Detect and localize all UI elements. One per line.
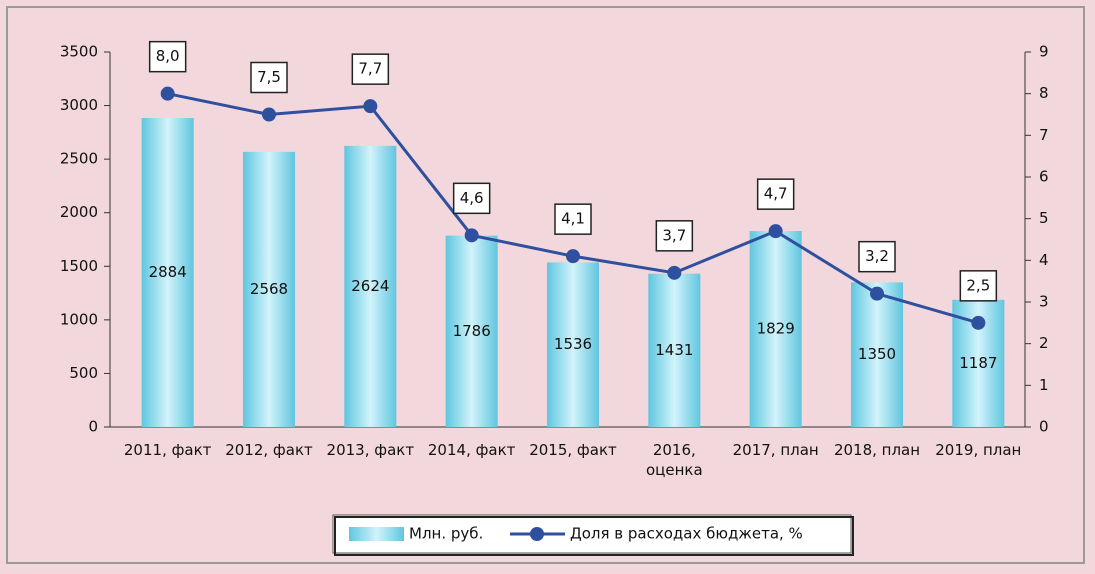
bar-label: 1431	[655, 341, 693, 359]
y-tick-label: 1500	[60, 257, 98, 275]
legend-box	[332, 514, 852, 554]
x-tick-label: 2013, факт	[326, 441, 415, 459]
label-box	[655, 220, 694, 252]
label-box	[554, 203, 592, 235]
bar-label: 2624	[351, 277, 389, 295]
label-box	[858, 240, 896, 273]
label-box	[148, 40, 187, 73]
y-tick-label: 2000	[60, 203, 98, 221]
bar-label: 1829	[757, 320, 795, 338]
line-point	[768, 224, 783, 239]
legend-shadow	[334, 516, 854, 556]
line-point	[870, 286, 884, 301]
label-box	[452, 182, 491, 215]
line-label: 8,0	[156, 47, 180, 65]
y2-tick-label: 6	[1039, 168, 1049, 186]
legend-label: Млн. руб.	[409, 525, 483, 543]
y-tick-label: 3500	[60, 43, 98, 61]
bar	[243, 151, 295, 427]
line-label: 4,6	[460, 189, 484, 207]
line-point	[160, 86, 175, 101]
bar	[547, 262, 599, 427]
bar-label: 1786	[453, 322, 491, 340]
x-tick-label: 2015, факт	[529, 441, 617, 459]
line-point	[667, 265, 682, 280]
y-tick-label: 3000	[60, 96, 98, 114]
line-point	[464, 228, 479, 243]
y2-tick-label: 7	[1039, 126, 1049, 144]
label-box	[351, 53, 390, 85]
y2-tick-label: 3	[1039, 293, 1049, 311]
y2-tick-label: 1	[1039, 376, 1049, 394]
line-point	[363, 99, 378, 114]
bar-label: 1536	[554, 335, 592, 353]
line-label: 2,5	[966, 276, 990, 294]
line-label: 7,7	[358, 60, 382, 78]
bar	[445, 235, 498, 427]
y2-tick-label: 4	[1039, 251, 1049, 269]
line-label: 4,1	[561, 210, 585, 228]
y2-tick-label: 9	[1039, 43, 1049, 61]
line-label: 3,7	[662, 226, 686, 244]
label-box	[756, 178, 795, 210]
x-tick-label: 2014, факт	[427, 441, 516, 459]
line-label: 4,7	[764, 185, 788, 203]
line-label: 7,5	[257, 68, 281, 86]
x-tick-label: 2018, план	[833, 441, 921, 459]
bar-label: 2568	[250, 280, 288, 298]
bar	[141, 118, 194, 427]
line-point	[971, 315, 986, 330]
legend-swatch-point	[530, 527, 544, 541]
x-tick-label: 2017, план	[732, 441, 819, 459]
line-point	[262, 107, 276, 122]
y-tick-label: 500	[69, 364, 98, 382]
y2-tick-label: 8	[1039, 84, 1049, 102]
x-tick-label: 2012, факт	[225, 441, 313, 459]
x-tick-label: 2016, оценка	[645, 441, 703, 479]
bar-label: 1187	[959, 354, 997, 372]
x-tick-label: 2011, факт	[123, 441, 212, 459]
legend-label: Доля в расходах бюджета, %	[570, 525, 803, 543]
frame	[6, 6, 1085, 564]
y2-tick-label: 5	[1039, 209, 1049, 227]
y-tick-label: 2500	[60, 150, 98, 168]
bar	[648, 273, 701, 427]
bar-label: 1350	[858, 345, 896, 363]
bar	[749, 231, 802, 427]
y2-tick-label: 2	[1039, 334, 1049, 352]
y2-tick-label: 0	[1039, 418, 1049, 436]
x-tick-label: 2019, план	[935, 441, 1022, 459]
bar-label: 2884	[149, 263, 187, 281]
bar	[344, 145, 397, 427]
line-label: 3,2	[865, 247, 889, 265]
line-point	[566, 249, 580, 264]
label-box	[959, 270, 998, 302]
label-box	[250, 61, 288, 94]
y-tick-label: 1000	[60, 310, 98, 328]
y-tick-label: 0	[88, 418, 98, 436]
legend-swatch	[349, 527, 404, 541]
bar	[851, 282, 903, 427]
